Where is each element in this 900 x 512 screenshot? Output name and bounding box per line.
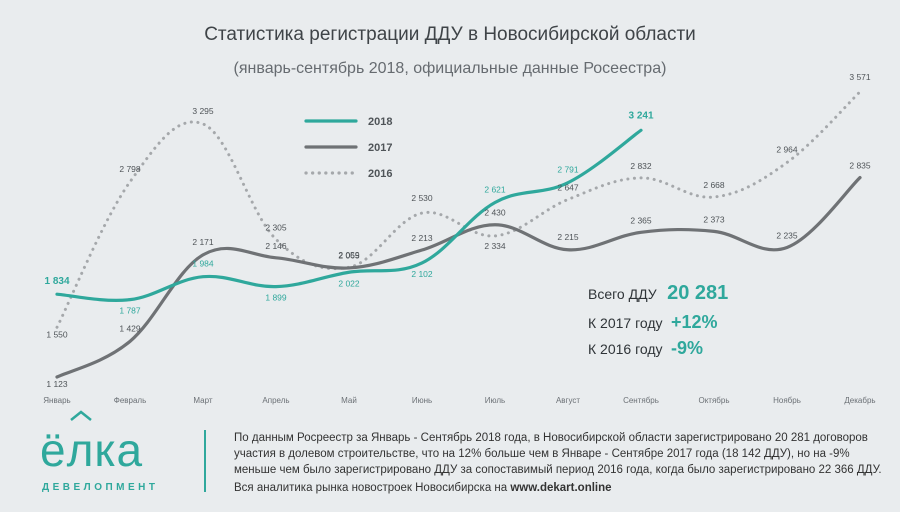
- summary-vs2017: К 2017 году +12%: [588, 312, 718, 333]
- x-tick-label: Февраль: [114, 396, 147, 405]
- summary-vs2017-label: К 2017 году: [588, 315, 663, 331]
- divider: [204, 430, 206, 492]
- data-label-2017: 2 171: [192, 237, 214, 247]
- footer-text: Вся аналитика рынка новостроек Новосибир…: [234, 482, 508, 494]
- brand-logo: ёлка ДЕВЕЛОПМЕНТ: [40, 410, 170, 500]
- data-label-2018: 2 102: [411, 269, 433, 279]
- x-tick-label: Январь: [43, 396, 70, 405]
- data-label-2018: 2 022: [338, 278, 360, 288]
- data-label-2016: 2 964: [776, 145, 798, 155]
- legend-label-2017: 2017: [368, 142, 392, 154]
- chart-title: Статистика регистрации ДДУ в Новосибирск…: [204, 24, 696, 45]
- brand-name: ёлка: [40, 424, 144, 476]
- summary-vs2016-value: -9%: [670, 338, 703, 358]
- data-label-2018: 1 899: [265, 293, 287, 303]
- footer: Вся аналитика рынка новостроек Новосибир…: [234, 482, 612, 494]
- data-label-2018: 1 984: [192, 259, 214, 269]
- data-label-2018: 1 787: [119, 306, 141, 316]
- x-tick-label: Август: [556, 396, 580, 405]
- data-label-2017: 2 373: [703, 214, 725, 224]
- summary-total-label: Всего ДДУ: [588, 286, 657, 302]
- data-label-2018: 2 791: [557, 165, 579, 175]
- data-label-2018: 3 241: [628, 110, 653, 121]
- data-label-2016: 2 065: [338, 250, 360, 260]
- data-label-2016: 1 550: [46, 329, 68, 339]
- x-tick-label: Март: [193, 396, 212, 405]
- data-label-2016: 2 832: [630, 161, 652, 171]
- data-label-2018: 2 621: [484, 184, 506, 194]
- data-label-2016: 2 647: [557, 182, 579, 192]
- legend-label-2016: 2016: [368, 168, 392, 180]
- x-tick-label: Сентябрь: [623, 396, 659, 405]
- x-tick-label: Апрель: [262, 396, 289, 405]
- data-label-2017: 2 235: [776, 230, 798, 240]
- x-tick-label: Декабрь: [844, 396, 875, 405]
- chart-subtitle: (январь-сентябрь 2018, официальные данны…: [233, 60, 667, 77]
- data-label-2017: 2 213: [411, 233, 433, 243]
- x-tick-label: Ноябрь: [773, 396, 801, 405]
- series-line-2018: [55, 128, 643, 302]
- data-label-2017: 2 430: [484, 208, 506, 218]
- data-label-2017: 1 123: [46, 379, 68, 389]
- description-text: По данным Росреестр за Январь - Сентябрь…: [234, 432, 882, 476]
- data-label-2016: 3 571: [849, 72, 871, 82]
- data-label-2017: 2 215: [557, 232, 579, 242]
- data-label-2016: 2 668: [703, 180, 725, 190]
- data-label-2016: 3 295: [192, 106, 214, 116]
- summary-total-value: 20 281: [667, 282, 729, 304]
- data-label-2017: 2 835: [849, 161, 871, 171]
- summary-vs2016: К 2016 году -9%: [588, 338, 703, 359]
- footer-link[interactable]: www.dekart.online: [510, 482, 612, 494]
- data-label-2016: 2 798: [119, 164, 141, 174]
- summary-vs2017-value: +12%: [670, 312, 718, 332]
- brand-tagline: ДЕВЕЛОПМЕНТ: [42, 482, 159, 493]
- data-label-2017: 2 365: [630, 215, 652, 225]
- x-tick-label: Июнь: [412, 396, 432, 405]
- legend-label-2018: 2018: [368, 116, 392, 128]
- data-label-2017: 2 059: [338, 250, 360, 260]
- series-line-2017: [55, 175, 862, 379]
- x-tick-label: Октябрь: [698, 396, 729, 405]
- data-label-2017: 2 146: [265, 241, 287, 251]
- data-label-2016: 2 305: [265, 222, 287, 232]
- data-label-2016: 2 530: [411, 193, 433, 203]
- x-tick-label: Июль: [485, 396, 505, 405]
- summary-vs2016-label: К 2016 году: [588, 341, 663, 357]
- data-label-2018: 1 834: [44, 276, 69, 287]
- series-line-2016: [55, 90, 862, 329]
- data-label-2017: 1 429: [119, 323, 141, 333]
- x-tick-label: Май: [341, 396, 357, 405]
- summary-total: Всего ДДУ 20 281: [588, 282, 728, 305]
- data-label-2016: 2 334: [484, 241, 506, 251]
- logo-roof-icon: [70, 410, 92, 421]
